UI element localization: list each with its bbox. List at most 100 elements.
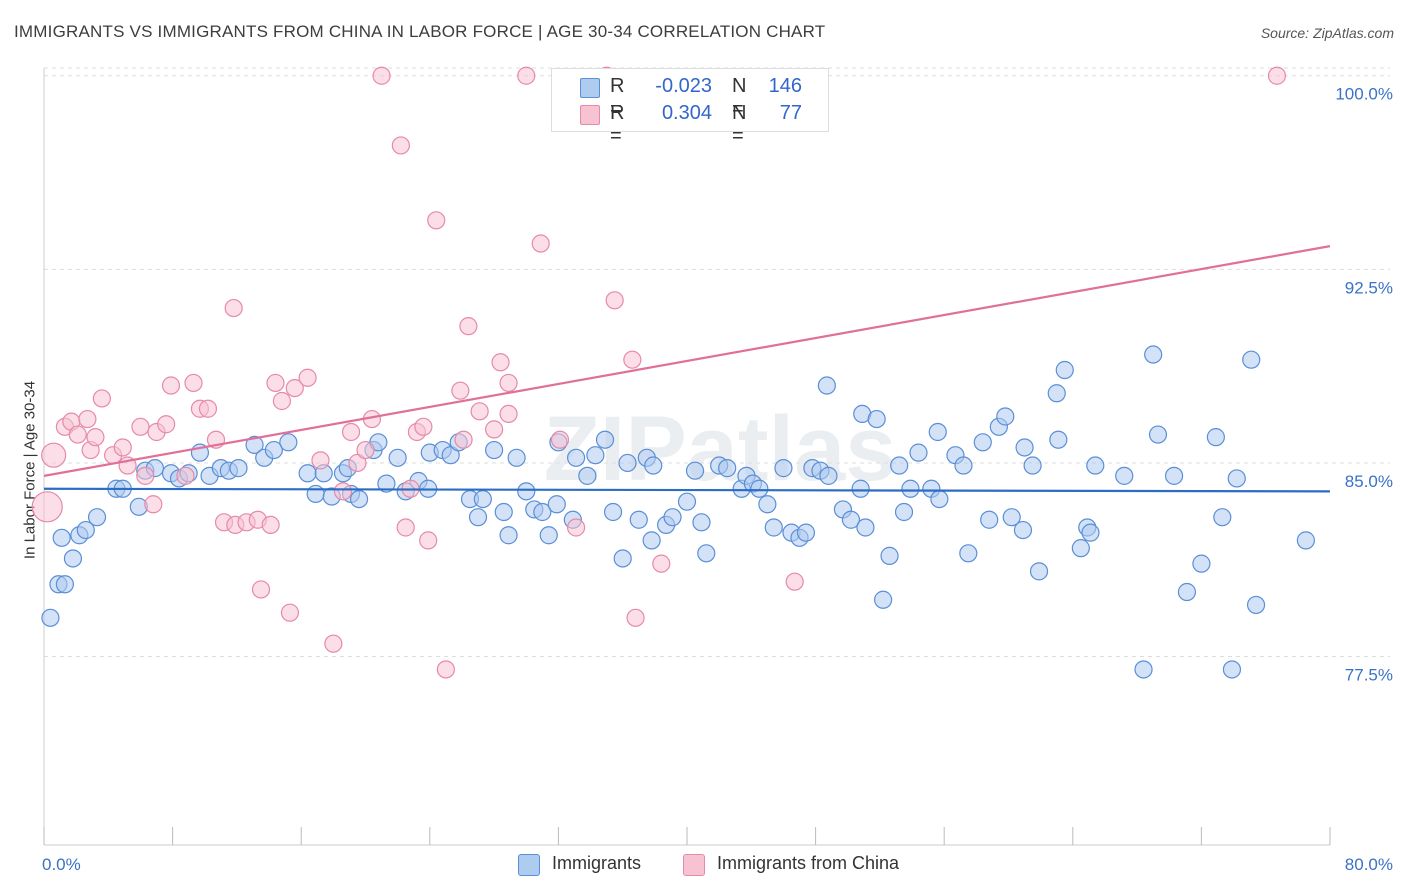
legend-n-value: 146 [768,75,802,97]
data-point-immigrants [595,430,615,449]
legend-r-value: 0.304 [661,102,712,124]
data-point-china [623,350,642,369]
data-point-immigrants [349,489,369,509]
data-point-immigrants [533,502,552,522]
data-point-immigrants [677,492,697,511]
data-point-immigrants [1081,523,1100,542]
data-point-immigrants [63,549,83,568]
data-point-china [396,518,415,537]
data-point-immigrants [298,464,317,483]
data-point-china [491,353,510,372]
data-point-china [499,404,518,424]
data-point-immigrants [229,459,248,478]
x-tick-label: 80.0% [1345,855,1393,874]
data-point-immigrants [1086,456,1105,475]
legend-r-value: -0.023 [655,75,712,97]
tick-labels: 77.5% 85.0% 92.5% 100.0% 0.0% 80.0% [42,85,1393,874]
data-point-immigrants [1055,360,1074,380]
data-point-immigrants [1049,430,1068,449]
data-point-immigrants [841,510,861,529]
data-point-china [517,66,536,85]
data-point-immigrants [629,510,648,529]
legend-n-label: N = [732,75,747,120]
data-point-immigrants [959,544,978,563]
data-point-immigrants [685,461,705,480]
data-point-immigrants [851,479,870,498]
data-point-immigrants [245,435,264,454]
data-point-immigrants [539,526,558,545]
data-point-china [454,430,473,449]
data-point-immigrants [644,456,663,475]
data-point-immigrants [1134,660,1153,679]
data-point-immigrants [819,466,838,485]
gridlines [44,67,1390,658]
data-point-immigrants [1115,466,1134,485]
data-point-china [78,409,97,429]
legend-label-immigrants: Immigrants [552,853,642,873]
legend-swatch-pink [580,105,600,125]
data-point-china [298,368,317,387]
data-point-immigrants [55,575,74,594]
data-point-immigrants [1206,428,1225,447]
data-point-china [41,442,67,468]
data-point-immigrants [1242,350,1261,369]
data-point-immigrants [930,489,949,509]
data-point-immigrants [750,479,769,498]
data-point-china [785,572,804,591]
data-point-china [161,376,181,395]
chart-title: IMMIGRANTS VS IMMIGRANTS FROM CHINA IN L… [14,22,826,41]
data-point-immigrants [718,459,737,478]
data-point-immigrants [692,513,711,532]
data-point-immigrants [867,409,886,429]
data-point-china [272,391,292,411]
data-point-immigrants [1227,469,1246,488]
data-point-immigrants [1177,582,1197,602]
data-point-china [626,608,645,627]
data-point-immigrants [758,495,777,514]
data-point-immigrants [613,549,632,568]
data-point-china [459,317,478,336]
data-point-immigrants [1071,539,1090,558]
data-point-china [92,389,111,408]
data-point-immigrants [890,456,909,475]
data-point-china [427,211,446,230]
data-point-immigrants [1246,595,1266,615]
data-point-immigrants [1002,508,1021,527]
data-point-immigrants [880,546,899,565]
data-point-china [348,453,367,473]
legend-n-value: 77 [779,102,802,124]
legend-swatch-blue [580,78,600,98]
y-tick-label: 100.0% [1335,85,1393,104]
data-point-china [372,66,391,85]
data-point-immigrants [1144,345,1163,364]
data-point-china [341,422,361,442]
data-point-immigrants [441,446,460,465]
data-point-immigrants [1222,660,1242,679]
data-point-immigrants [517,482,536,501]
data-point-china [356,440,375,460]
data-point-china [566,518,586,537]
data-point-china [324,634,343,653]
data-point-china [86,428,105,447]
data-point-immigrants [87,508,107,527]
data-point-immigrants [874,590,893,609]
data-point-china [251,580,271,599]
trend-lines [43,245,1331,493]
data-point-immigrants [1015,438,1034,457]
data-point-immigrants [1213,508,1232,527]
data-point-china [31,491,63,523]
data-point-immigrants [1023,456,1042,475]
data-point-immigrants [377,474,396,493]
data-point-immigrants [279,433,298,452]
data-point-immigrants [485,440,504,460]
data-point-china [68,425,87,444]
data-point-immigrants [494,502,513,522]
data-point-china [136,466,155,485]
data-point-china [280,603,300,622]
legend-r-label: R = [610,75,625,120]
trend-line-immigrants [43,487,1331,493]
data-point-immigrants [578,466,597,485]
data-point-china [531,234,550,253]
data-point-china [485,420,504,439]
correlation-legend: R = -0.023 N = 146 R = 0.304 N = 77 [551,68,829,147]
